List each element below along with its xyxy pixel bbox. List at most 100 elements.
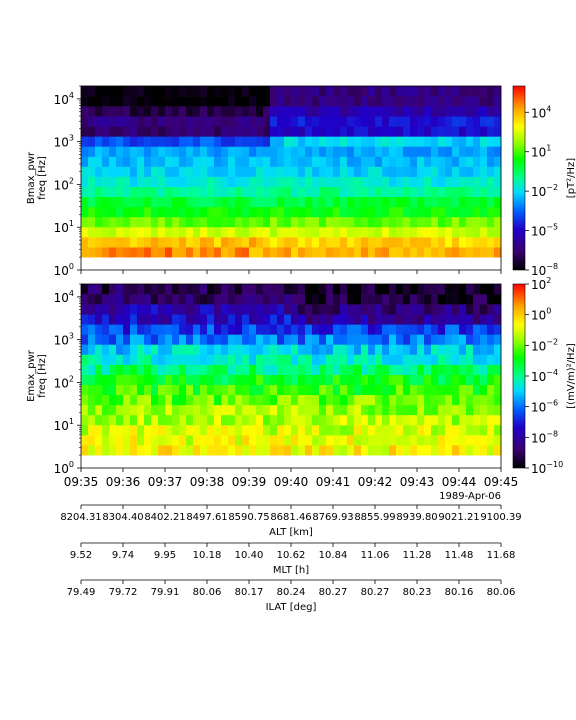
aux-tick-label: 80.27: [361, 587, 390, 598]
spectrogram-cell: [445, 354, 453, 365]
spectrogram-cell: [312, 314, 320, 325]
spectrogram-cell: [459, 116, 467, 127]
spectrogram-cell: [452, 294, 460, 305]
spectrogram-cell: [130, 354, 138, 365]
spectrogram-cell: [487, 186, 495, 198]
spectrogram-cell: [242, 146, 250, 157]
spectrogram-cell: [361, 384, 369, 396]
spectrogram-cell: [95, 146, 103, 157]
spectrogram-cell: [235, 146, 243, 157]
spectrogram-cell: [249, 364, 257, 375]
spectrogram-cell: [417, 247, 425, 258]
spectrogram-cell: [312, 237, 320, 248]
spectrogram-cell: [228, 116, 236, 127]
spectrogram-cell: [249, 247, 257, 258]
spectrogram-cell: [312, 334, 320, 345]
spectrogram-cell: [291, 186, 299, 198]
spectrogram-cell: [459, 435, 467, 446]
spectrogram-cell: [452, 414, 460, 426]
spectrogram-cell: [459, 384, 467, 396]
spectrogram-cell: [333, 374, 341, 385]
spectrogram-cell: [445, 394, 453, 406]
spectrogram-cell: [417, 156, 425, 167]
spectrogram-cell: [396, 424, 404, 436]
spectrogram-cell: [109, 324, 117, 335]
spectrogram-cell: [270, 126, 278, 137]
spectrogram-cell: [130, 176, 138, 187]
spectrogram-cell: [340, 294, 348, 305]
spectrogram-cell: [151, 196, 159, 208]
spectrogram-cell: [291, 364, 299, 375]
spectrogram-cell: [207, 304, 215, 315]
spectrogram-cell: [340, 324, 348, 335]
spectrogram-cell: [403, 176, 411, 187]
spectrogram-cell: [466, 206, 474, 218]
spectrogram-cell: [249, 435, 257, 446]
spectrogram-cell: [291, 136, 299, 147]
spectrogram-cell: [473, 354, 481, 365]
spectrogram-cell: [466, 384, 474, 396]
spectrogram-cell: [340, 216, 348, 228]
spectrogram-cell: [88, 324, 96, 335]
spectrogram-cell: [207, 364, 215, 375]
spectrogram-cell: [151, 176, 159, 187]
spectrogram-cell: [354, 247, 362, 258]
spectrogram-cell: [417, 106, 425, 117]
spectrogram-cell: [480, 294, 488, 305]
spectrogram-cell: [459, 237, 467, 248]
spectrogram-cell: [207, 146, 215, 157]
spectrogram-cell: [277, 314, 285, 325]
spectrogram-cell: [375, 414, 383, 426]
spectrogram-cell: [361, 116, 369, 127]
spectrogram-cell: [326, 304, 334, 315]
spectrogram-cell: [179, 136, 187, 147]
spectrogram-cell: [144, 237, 152, 248]
spectrogram-cell: [123, 424, 131, 436]
spectrogram-cell: [298, 394, 306, 406]
spectrogram-cell: [431, 334, 439, 345]
spectrogram-cell: [452, 435, 460, 446]
spectrogram-cell: [228, 237, 236, 248]
spectrogram-cell: [494, 206, 502, 218]
spectrogram-cell: [123, 136, 131, 147]
spectrogram-cell: [480, 324, 488, 335]
spectrogram-cell: [452, 126, 460, 137]
spectrogram-cell: [410, 314, 418, 325]
spectrogram-cell: [389, 374, 397, 385]
spectrogram-cell: [375, 304, 383, 315]
spectrogram-cell: [193, 324, 201, 335]
spectrogram-cell: [396, 354, 404, 365]
spectrogram-cell: [242, 304, 250, 315]
spectrogram-cell: [298, 126, 306, 137]
spectrogram-cell: [452, 146, 460, 157]
spectrogram-cell: [473, 116, 481, 127]
spectrogram-cell: [249, 374, 257, 385]
spectrogram-cell: [270, 196, 278, 208]
spectrogram-cell: [417, 146, 425, 157]
spectrogram-cell: [396, 314, 404, 325]
aux-tick-label: 10.40: [235, 550, 264, 561]
spectrogram-cell: [326, 414, 334, 426]
spectrogram-cell: [249, 237, 257, 248]
spectrogram-cell: [137, 216, 145, 228]
spectrogram-cell: [137, 156, 145, 167]
spectrogram-cell: [494, 226, 502, 238]
spectrogram-cell: [144, 364, 152, 375]
spectrogram-cell: [151, 324, 159, 335]
spectrogram-cell: [144, 176, 152, 187]
spectrogram-cell: [284, 354, 292, 365]
spectrogram-cell: [95, 344, 103, 355]
spectrogram-cell: [102, 156, 110, 167]
spectrogram-cell: [431, 226, 439, 238]
spectrogram-cell: [151, 294, 159, 305]
spectrogram-cell: [424, 435, 432, 446]
spectrogram-cell: [172, 364, 180, 375]
spectrogram-cell: [172, 176, 180, 187]
colorbar-emax: [512, 283, 526, 469]
spectrogram-cell: [326, 96, 334, 107]
spectrogram-cell: [137, 186, 145, 198]
spectrogram-cell: [354, 354, 362, 365]
spectrogram-cell: [102, 116, 110, 127]
spectrogram-cell: [368, 314, 376, 325]
spectrogram-cell: [249, 294, 257, 305]
